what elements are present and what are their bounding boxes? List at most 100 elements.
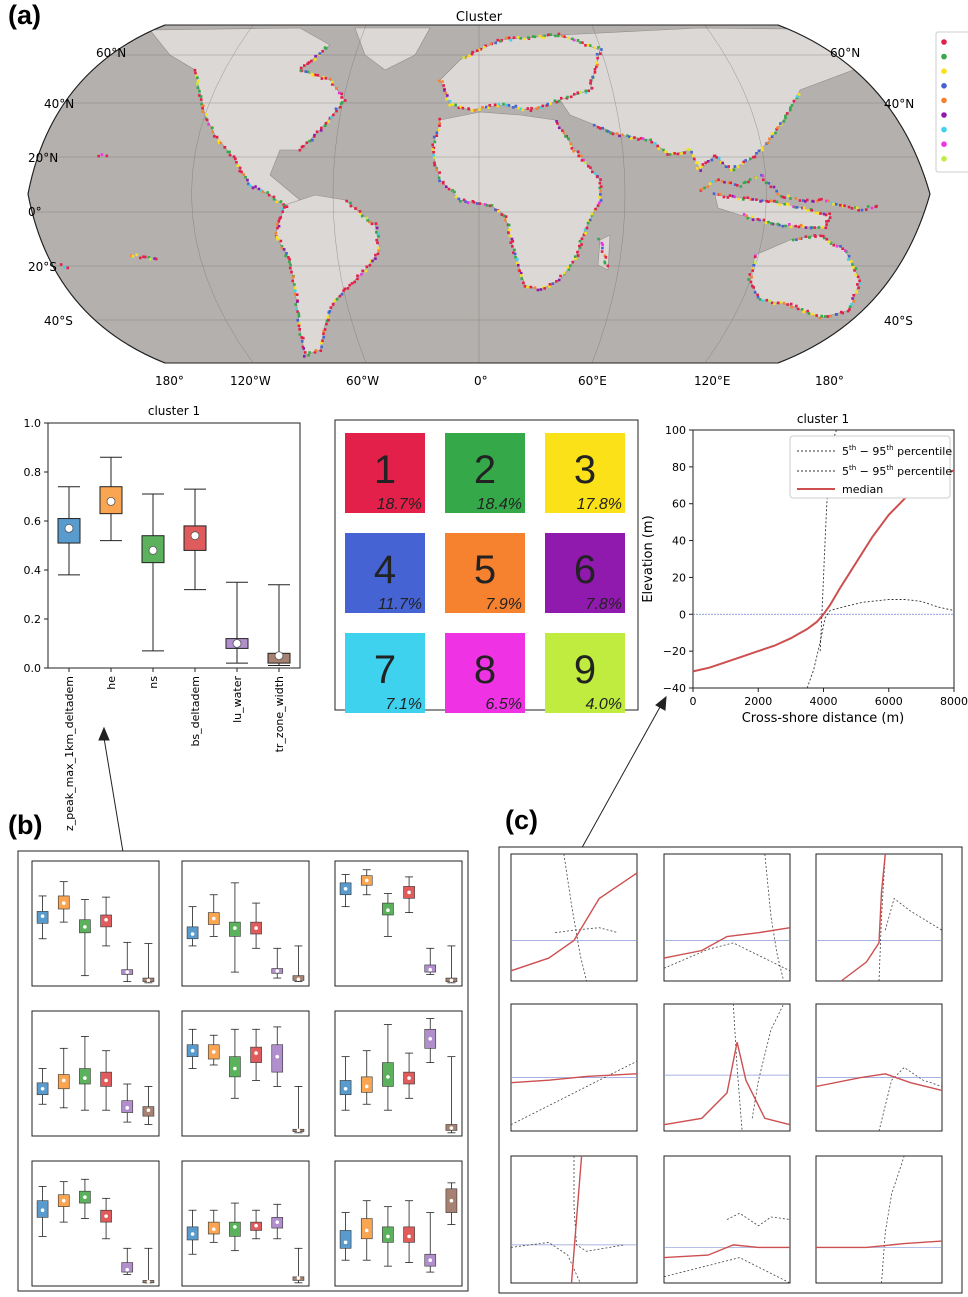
cluster-tile-4	[345, 533, 425, 613]
cluster-tile-1	[345, 433, 425, 513]
coast-point	[327, 120, 330, 123]
coast-point	[194, 71, 197, 75]
coast-point	[611, 132, 615, 136]
coast-point	[288, 257, 291, 261]
coast-point	[280, 207, 284, 211]
coast-point	[718, 156, 721, 160]
boxplot-xtick-label: tr_zone_width	[273, 676, 286, 752]
coast-point	[494, 208, 497, 212]
small-box-median	[125, 970, 130, 974]
coast-point	[587, 89, 591, 93]
coast-point	[637, 138, 640, 141]
small-box-median	[343, 1240, 348, 1245]
coast-point	[820, 314, 823, 318]
coast-point	[586, 221, 590, 225]
coast-point	[847, 254, 851, 258]
coast-point	[630, 137, 633, 140]
coast-point	[199, 95, 203, 98]
small-box-median	[343, 887, 348, 891]
coast-point	[561, 34, 564, 38]
coast-point	[467, 107, 471, 111]
boxplot-median-marker	[148, 546, 158, 555]
coast-point	[105, 154, 109, 158]
profile-ytick-label: 40	[672, 535, 686, 548]
coast-point	[594, 207, 597, 211]
coast-point	[858, 279, 861, 283]
coast-point	[554, 34, 557, 38]
coast-point	[356, 274, 359, 278]
coast-point	[303, 351, 307, 354]
coast-point	[724, 165, 728, 169]
coast-point	[514, 255, 517, 259]
coast-point	[579, 41, 582, 44]
coast-point	[795, 304, 798, 308]
profile-axes: 0 2000 4000 6000 8000 −40 −20 0 20 40 60 80 100	[663, 424, 968, 708]
coast-point	[755, 151, 758, 155]
coast-point	[789, 302, 793, 306]
coast-point	[346, 287, 350, 290]
coast-point	[804, 235, 808, 238]
coast-point	[529, 109, 533, 113]
coast-point	[827, 240, 831, 244]
coast-point	[588, 44, 592, 47]
coast-point	[308, 139, 311, 143]
coast-point	[580, 159, 584, 162]
arrow-c-to-profile	[573, 706, 661, 863]
small-box-median	[83, 1195, 87, 1199]
coast-point	[287, 256, 290, 259]
coast-point	[600, 185, 603, 188]
coast-point	[291, 279, 295, 283]
small-box-median	[386, 1234, 390, 1239]
coast-point	[846, 309, 850, 313]
coast-point	[866, 205, 870, 208]
coast-point	[485, 204, 489, 207]
coast-point	[892, 300, 895, 304]
coast-point	[514, 104, 518, 108]
coast-point	[442, 84, 445, 87]
coast-point	[443, 89, 446, 92]
small-box-median	[146, 1108, 151, 1112]
coast-point	[310, 72, 314, 76]
coast-point	[782, 301, 786, 305]
small-boxplot-cluster-7	[31, 1160, 160, 1287]
coast-point	[211, 126, 214, 130]
coast-point	[851, 263, 854, 266]
legend-label-median: median	[842, 483, 883, 496]
coast-point	[479, 47, 483, 51]
coast-point	[784, 224, 787, 228]
small-boxplot-cluster-8	[181, 1160, 310, 1287]
coast-point	[730, 168, 733, 172]
coast-point	[860, 208, 864, 212]
coast-point	[561, 129, 564, 132]
coast-point	[274, 231, 278, 235]
panel-label-c: (c)	[505, 805, 538, 835]
coast-point	[746, 216, 749, 220]
coast-point	[448, 100, 452, 103]
coast-point	[715, 156, 719, 159]
boxplot-ytick-label: 0.4	[24, 564, 42, 577]
profile-xtick-label: 0	[690, 695, 697, 708]
coast-point	[328, 309, 332, 313]
coast-point	[850, 207, 854, 210]
coast-point	[143, 255, 147, 259]
coast-point	[374, 222, 378, 225]
coast-point	[742, 160, 746, 164]
coast-point	[754, 176, 758, 179]
cluster-tile-3	[545, 433, 625, 513]
coast-point	[708, 182, 712, 185]
coast-point	[530, 106, 533, 110]
coast-point	[153, 257, 156, 260]
coast-point	[683, 151, 686, 155]
small-profile-cluster-4	[510, 1003, 638, 1132]
arrow-b-to-boxplot	[103, 737, 127, 871]
small-box-median	[146, 1279, 151, 1284]
coast-point	[527, 36, 530, 39]
small-profile-percentile	[884, 897, 943, 931]
coast-point	[478, 108, 481, 111]
coast-point	[283, 206, 286, 209]
cluster-tile-number: 4	[374, 548, 396, 592]
coast-point	[742, 213, 746, 216]
small-profile-percentile	[878, 1066, 943, 1132]
coast-point	[443, 87, 446, 91]
coast-point	[278, 217, 281, 221]
